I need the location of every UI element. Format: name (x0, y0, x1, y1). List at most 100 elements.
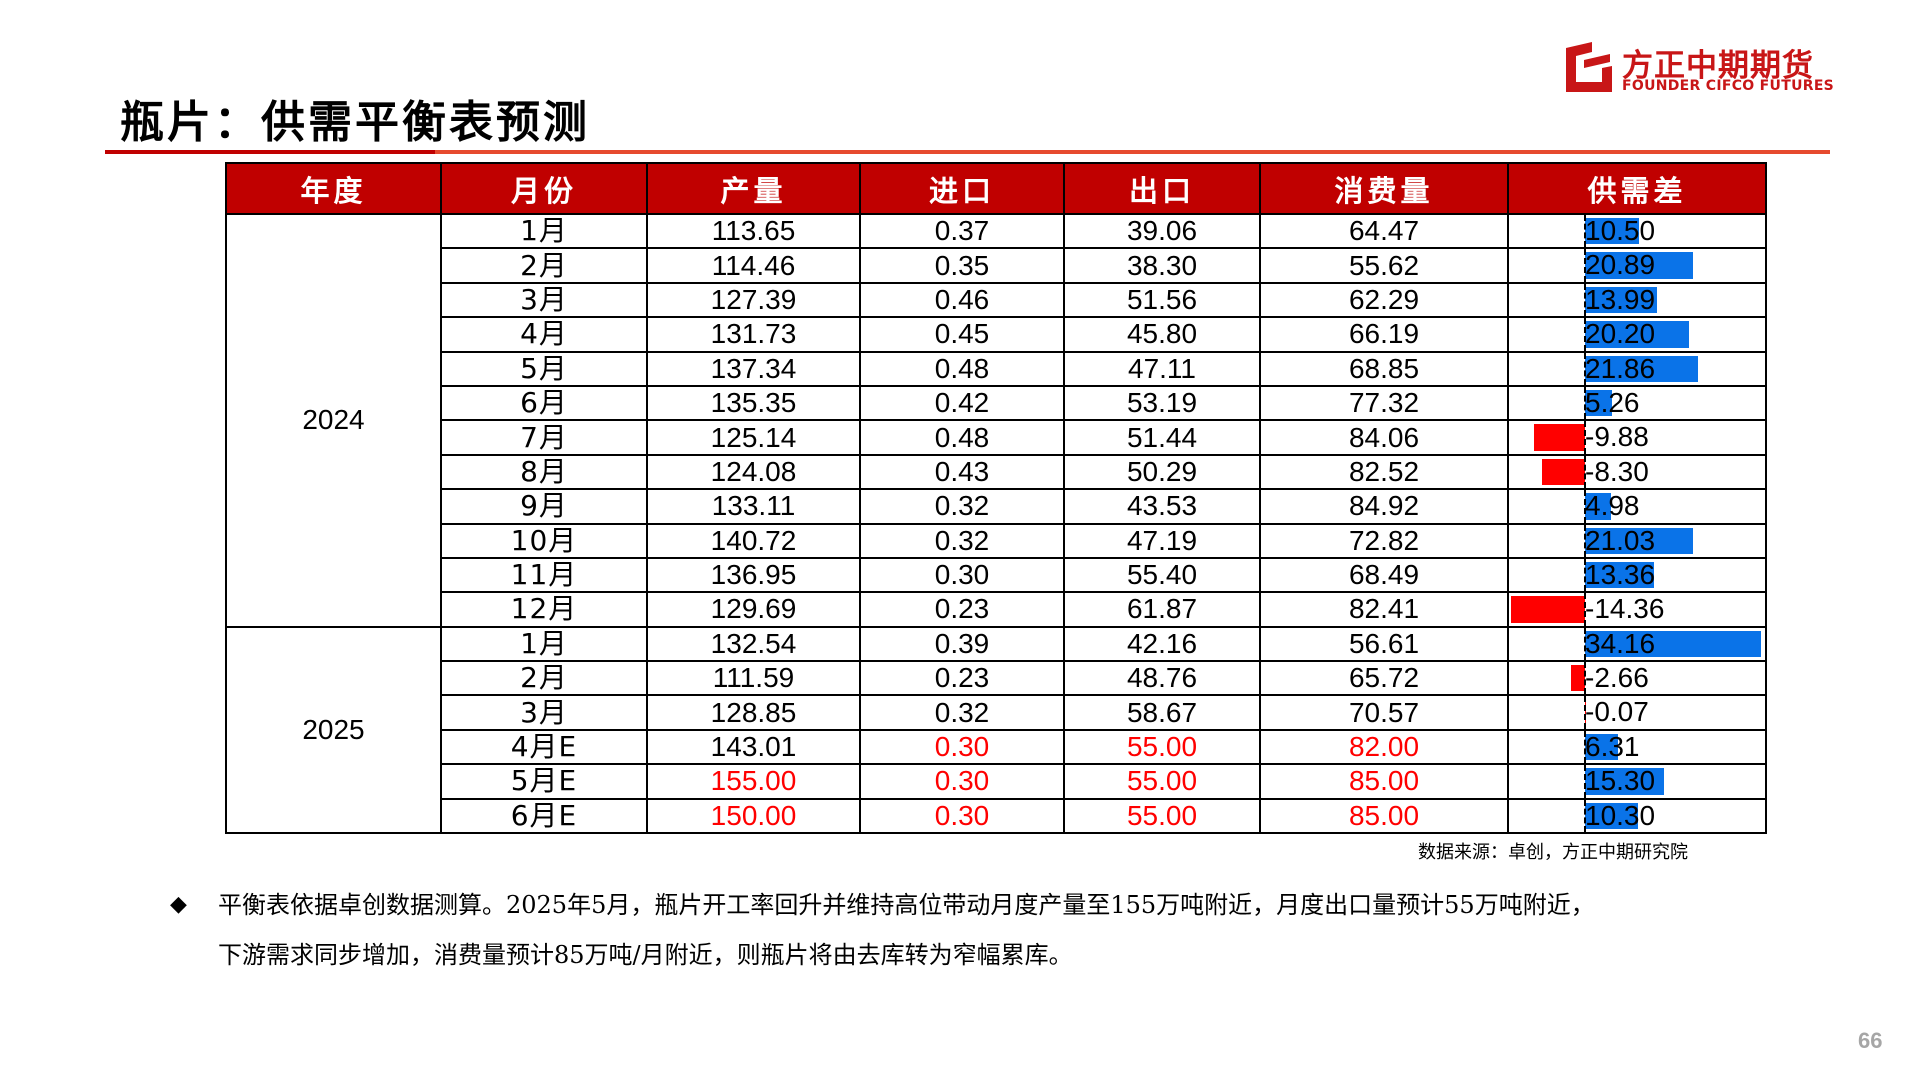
month-cell: 10月 (440, 522, 648, 559)
gap-cell: 6.31 (1507, 728, 1767, 766)
export-cell: 48.76 (1063, 660, 1261, 697)
table-row: 11月 136.95 0.30 55.40 68.49 13.36 (226, 556, 1767, 594)
gap-axis-line (1584, 559, 1586, 591)
consumption-cell: 66.19 (1259, 316, 1509, 353)
table-row: 2月 111.59 0.23 48.76 65.72 -2.66 (226, 660, 1767, 697)
export-cell: 51.56 (1063, 281, 1261, 319)
gap-value: 4.98 (1585, 490, 1640, 522)
consumption-cell: 84.92 (1259, 488, 1509, 525)
table-row: 4月 131.73 0.45 45.80 66.19 20.20 (226, 316, 1767, 353)
month-cell: 8月 (440, 453, 648, 491)
import-cell: 0.23 (859, 660, 1065, 697)
surplus-bar (1585, 286, 1658, 314)
export-cell: 45.80 (1063, 316, 1261, 353)
consumption-cell: 84.06 (1259, 419, 1509, 456)
production-cell: 136.95 (646, 556, 861, 594)
table-row: 9月 133.11 0.32 43.53 84.92 4.98 (226, 488, 1767, 525)
gap-axis-line (1584, 422, 1586, 453)
month-cell: 7月 (440, 419, 648, 456)
table-header-row: 年度 月份 产量 进口 出口 消费量 供需差 (225, 162, 1767, 215)
gap-cell: 21.86 (1507, 350, 1767, 387)
production-cell: 135.35 (646, 384, 861, 422)
surplus-bar (1585, 321, 1690, 348)
gap-value: 20.20 (1585, 318, 1656, 350)
gap-value: -14.36 (1585, 593, 1665, 625)
import-cell: 0.35 (859, 247, 1065, 284)
gap-value: -9.88 (1585, 421, 1649, 453)
gap-value: 10.50 (1585, 215, 1656, 246)
column-header: 进口 (859, 162, 1065, 215)
export-cell: 39.06 (1063, 212, 1261, 250)
import-cell: 0.30 (859, 728, 1065, 766)
import-cell: 0.32 (859, 488, 1065, 525)
table-row: 5月E 155.00 0.30 55.00 85.00 15.30 (226, 763, 1767, 800)
import-cell: 0.48 (859, 419, 1065, 456)
import-cell: 0.42 (859, 384, 1065, 422)
column-header: 月份 (440, 162, 648, 215)
gap-axis-line (1584, 594, 1586, 625)
gap-axis-line (1584, 216, 1586, 247)
gap-cell: -2.66 (1507, 660, 1767, 697)
import-cell: 0.32 (859, 694, 1065, 731)
gap-cell: 4.98 (1507, 488, 1767, 525)
gap-value: 21.03 (1585, 524, 1656, 556)
deficit-bar (1534, 424, 1585, 451)
month-cell: 4月E (440, 728, 648, 766)
diamond-bullet-icon: ◆ (170, 892, 187, 917)
consumption-cell: 55.62 (1259, 247, 1509, 284)
consumption-cell: 62.29 (1259, 281, 1509, 319)
export-cell: 58.67 (1063, 694, 1261, 731)
surplus-bar (1585, 527, 1694, 554)
gap-value: 6.31 (1585, 730, 1640, 762)
month-cell: 2月 (440, 247, 648, 284)
column-header: 产量 (646, 162, 861, 215)
production-cell: 150.00 (646, 797, 861, 835)
column-header: 出口 (1063, 162, 1261, 215)
month-cell: 11月 (440, 556, 648, 594)
gap-cell: -14.36 (1507, 591, 1767, 628)
table-row: 3月 127.39 0.46 51.56 62.29 13.99 (226, 281, 1767, 319)
surplus-bar (1585, 252, 1693, 279)
table-row: 12月 129.69 0.23 61.87 82.41 -14.36 (226, 591, 1767, 628)
gap-axis-line (1584, 697, 1586, 728)
gap-axis-line (1584, 800, 1586, 832)
gap-cell: 10.30 (1507, 797, 1767, 835)
consumption-cell: 68.49 (1259, 556, 1509, 594)
gap-cell: 20.89 (1507, 247, 1767, 284)
production-cell: 143.01 (646, 728, 861, 766)
table-row: 3月 128.85 0.32 58.67 70.57 -0.07 (226, 694, 1767, 731)
title-divider-accent (105, 150, 435, 154)
column-header: 供需差 (1507, 162, 1767, 215)
gap-value: -0.07 (1585, 696, 1649, 728)
production-cell: 124.08 (646, 453, 861, 491)
gap-value: -2.66 (1585, 662, 1649, 694)
production-cell: 140.72 (646, 522, 861, 559)
page-title: 瓶片：供需平衡表预测 (120, 97, 590, 148)
note-line-2: 下游需求同步增加，消费量预计85万吨/月附近，则瓶片将由去库转为窄幅累库。 (218, 941, 1073, 969)
consumption-cell: 82.52 (1259, 453, 1509, 491)
production-cell: 131.73 (646, 316, 861, 353)
gap-axis-line (1584, 353, 1586, 384)
surplus-bar (1585, 630, 1761, 658)
gap-cell: -9.88 (1507, 419, 1767, 456)
table-row: 5月 137.34 0.48 47.11 68.85 21.86 (226, 350, 1767, 387)
gap-axis-line (1584, 250, 1586, 281)
consumption-cell: 65.72 (1259, 660, 1509, 697)
gap-axis-line (1584, 628, 1586, 660)
import-cell: 0.30 (859, 763, 1065, 800)
export-cell: 42.16 (1063, 625, 1261, 663)
import-cell: 0.30 (859, 556, 1065, 594)
surplus-bar (1585, 733, 1618, 761)
production-cell: 137.34 (646, 350, 861, 387)
production-cell: 129.69 (646, 591, 861, 628)
data-source: 数据来源：卓创，方正中期研究院 (1418, 842, 1688, 863)
gap-value: 15.30 (1585, 765, 1656, 797)
import-cell: 0.48 (859, 350, 1065, 387)
table-row: 10月 140.72 0.32 47.19 72.82 21.03 (226, 522, 1767, 559)
export-cell: 55.00 (1063, 763, 1261, 800)
production-cell: 111.59 (646, 660, 861, 697)
consumption-cell: 85.00 (1259, 797, 1509, 835)
gap-value: 20.89 (1585, 249, 1656, 281)
export-cell: 55.40 (1063, 556, 1261, 594)
month-cell: 1月 (440, 212, 648, 250)
